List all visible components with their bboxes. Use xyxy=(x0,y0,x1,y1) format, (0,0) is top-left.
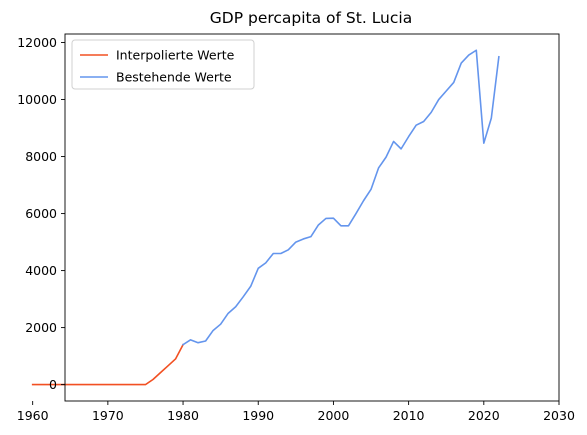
legend-box xyxy=(71,39,255,90)
x-tick-label-1: 1960 xyxy=(17,408,49,423)
y-tick-label-5: 8000 xyxy=(25,149,57,164)
x-tick-label-2: 1970 xyxy=(92,408,124,423)
x-tick-label-8: 2030 xyxy=(543,408,575,423)
y-tick-label-3: 4000 xyxy=(25,263,57,278)
x-tick-label-6: 2010 xyxy=(393,408,425,423)
series-line-2 xyxy=(181,49,500,346)
x-tick-label-4: 1990 xyxy=(242,408,274,423)
series-layer xyxy=(31,49,500,386)
chart-title: GDP percapita of St. Lucia xyxy=(210,9,412,27)
plot-frame xyxy=(64,33,560,402)
y-tick-label-4: 6000 xyxy=(25,206,57,221)
series-line-1 xyxy=(31,343,185,386)
y-tick-label-7: 12000 xyxy=(17,35,57,50)
y-tick-label-1: 0 xyxy=(49,377,57,392)
legend-label-1: Interpolierte Werte xyxy=(116,48,235,63)
legend: Interpolierte Werte Bestehende Werte xyxy=(71,39,255,90)
y-tick-label-6: 10000 xyxy=(17,92,57,107)
y-tick-label-2: 2000 xyxy=(25,320,57,335)
x-tick-label-3: 1980 xyxy=(167,408,199,423)
axes-layer: 1960 1970 1980 1990 2000 2010 2020 2030 0 2000 400… xyxy=(17,33,575,423)
legend-label-2: Bestehende Werte xyxy=(116,70,232,85)
x-tick-label-7: 2020 xyxy=(468,408,500,423)
x-tick-label-5: 2000 xyxy=(318,408,350,423)
